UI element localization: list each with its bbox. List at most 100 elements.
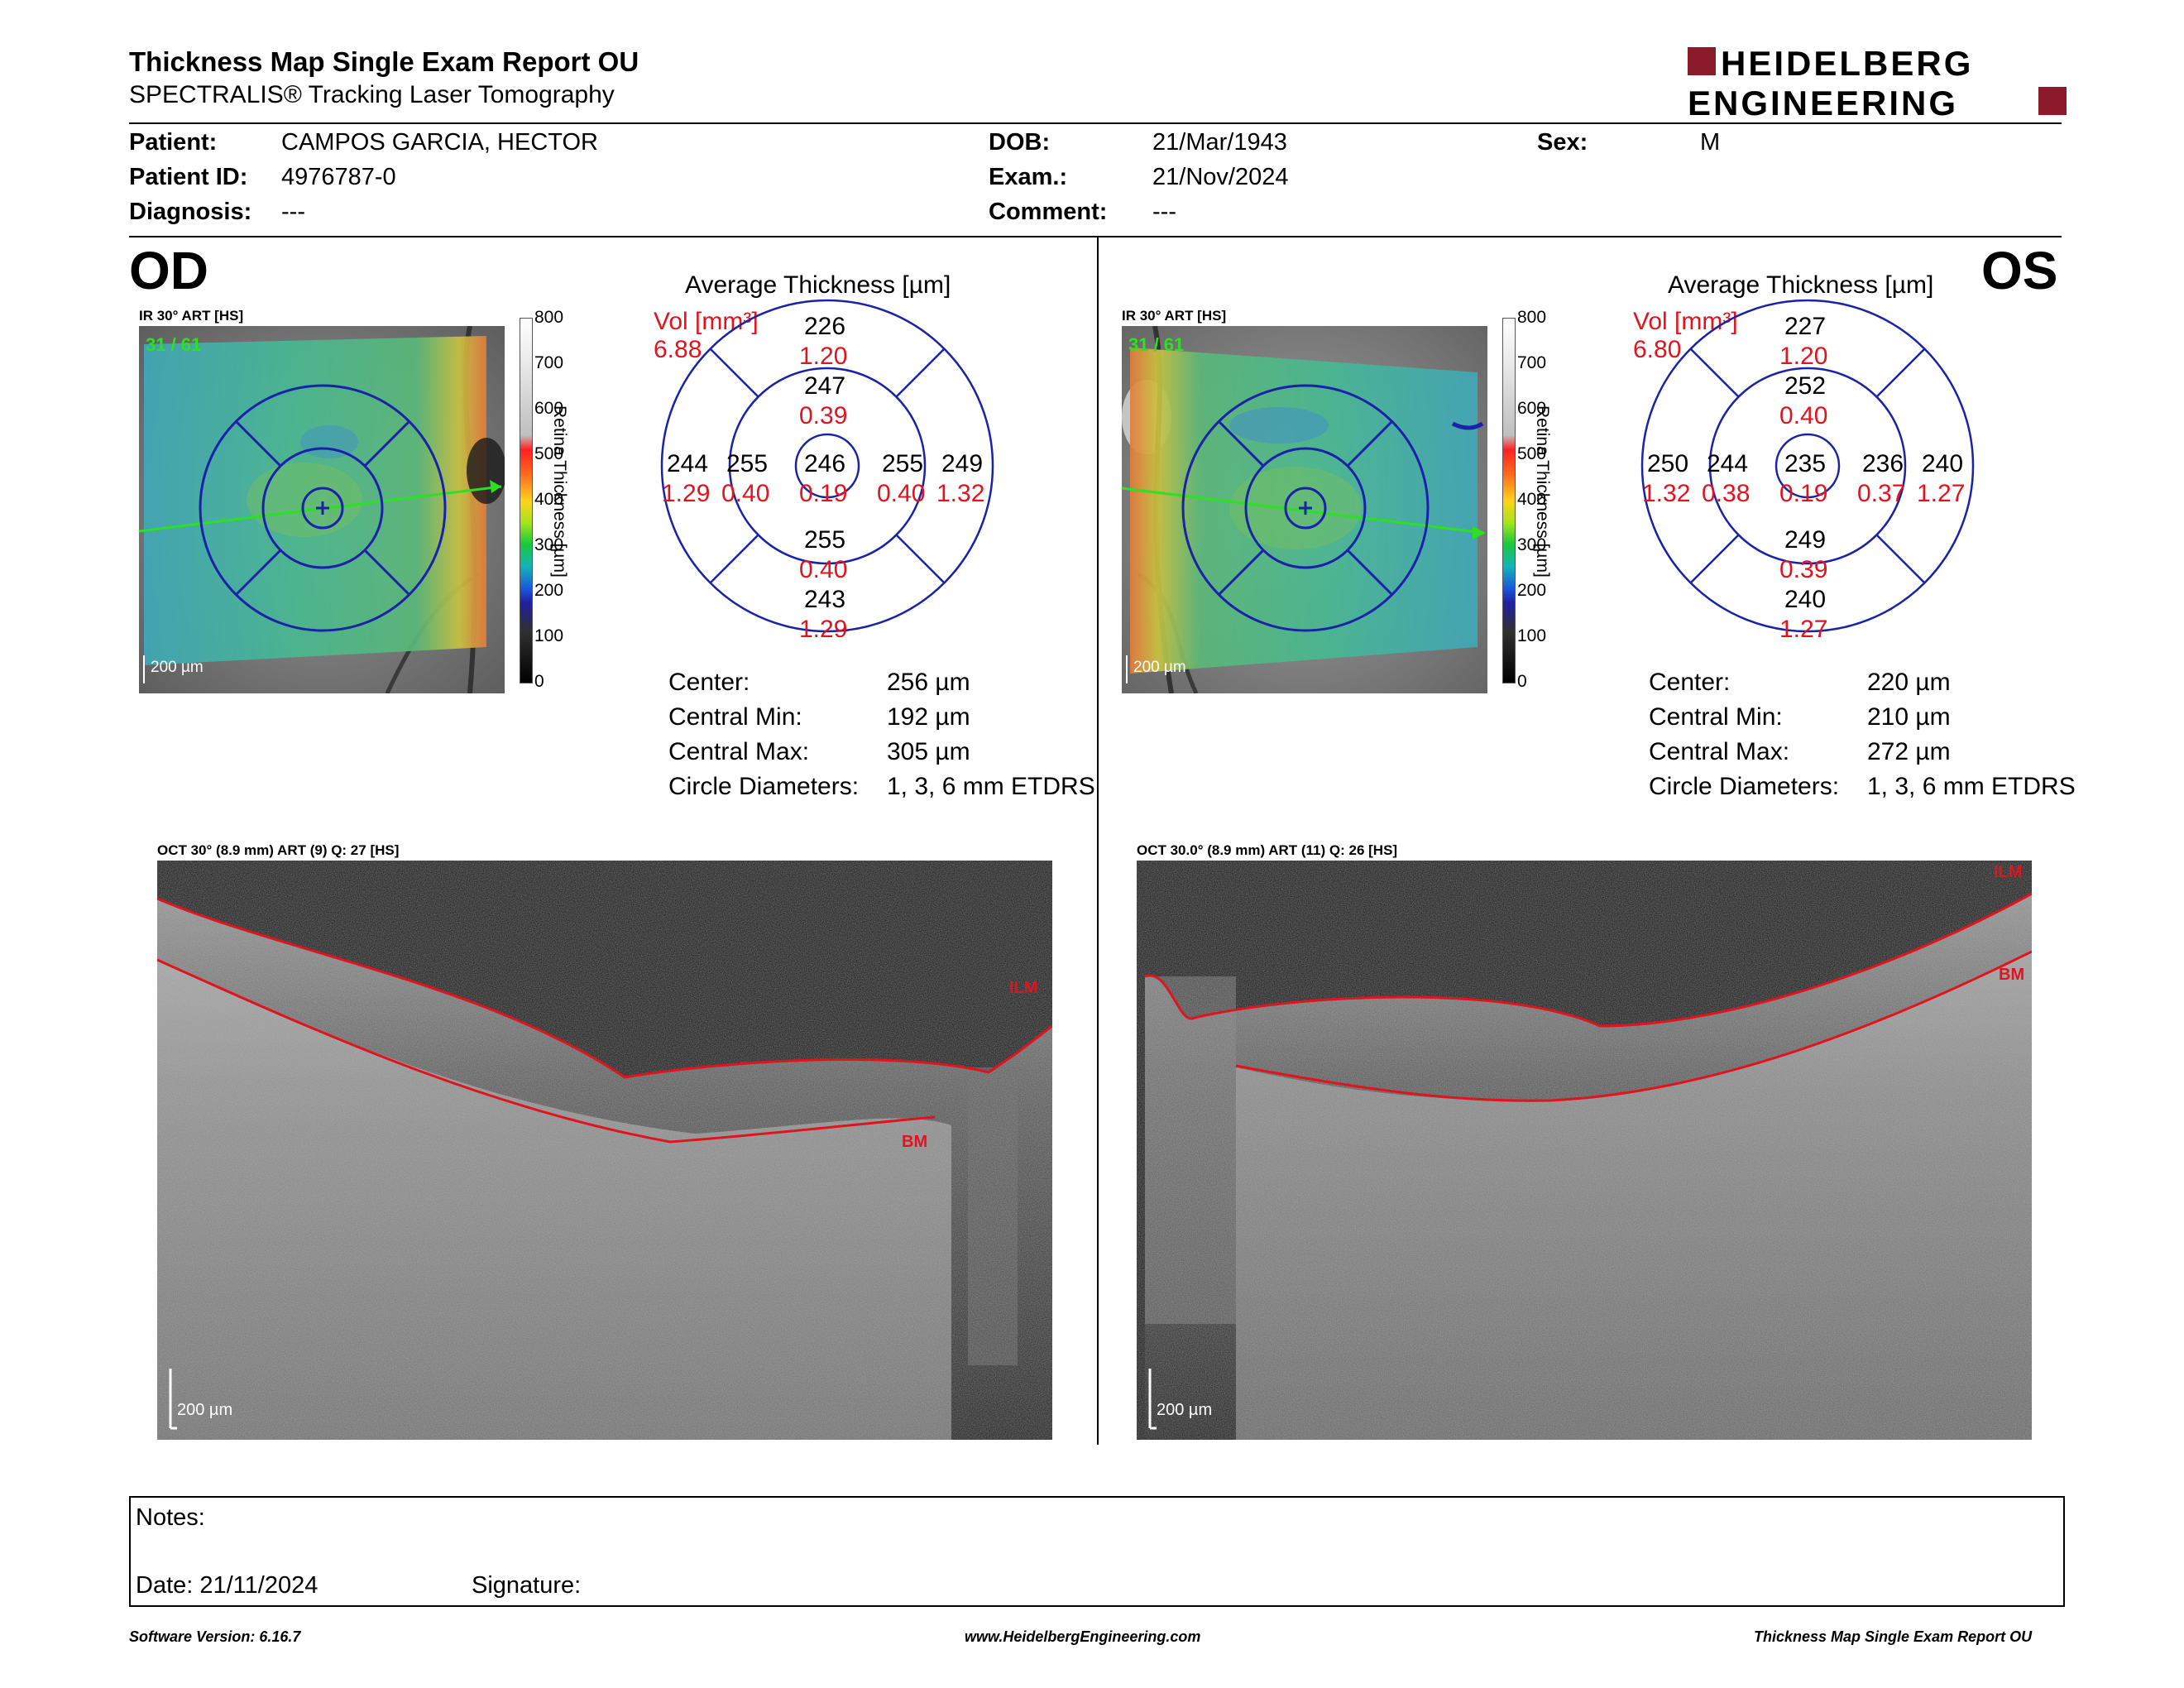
od-center-value: 256 µm (887, 669, 970, 696)
os-scale-tick: 300 (1517, 535, 1547, 554)
os-scale-tick: 200 (1517, 581, 1547, 600)
os-outer-right-vol: 1.27 (1917, 480, 1966, 507)
exam-value: 21/Nov/2024 (1152, 164, 1289, 190)
od-scale-tick: 600 (534, 399, 564, 418)
os-eye-label: OS (1981, 241, 2058, 300)
od-scale-tick: 700 (534, 353, 564, 372)
patient-name: CAMPOS GARCIA, HECTOR (281, 129, 598, 156)
footer-website[interactable]: www.HeidelbergEngineering.com (965, 1628, 1201, 1645)
od-frame-count: 31 / 61 (146, 334, 201, 355)
dob-value: 21/Mar/1943 (1152, 129, 1287, 156)
os-center-vol: 0.19 (1779, 480, 1828, 507)
od-min-value: 192 µm (887, 703, 970, 731)
diagnosis-value: --- (281, 199, 305, 225)
os-scale-tick: 100 (1517, 626, 1547, 645)
notes-box[interactable]: Notes: Date: 21/11/2024 Signature: (129, 1496, 2065, 1607)
od-scale-tick: 300 (534, 535, 564, 554)
os-inner-bottom-vol: 0.39 (1779, 556, 1828, 583)
report-subtitle: SPECTRALIS® Tracking Laser Tomography (129, 81, 615, 108)
od-scale-tick: 200 (534, 581, 564, 600)
sex-label: Sex: (1537, 129, 1588, 156)
os-vol-value: 6.80 (1633, 336, 1682, 363)
patient-id: 4976787-0 (281, 164, 396, 190)
od-vol-label: Vol [mm³] (654, 308, 759, 335)
od-oct-caption: OCT 30° (8.9 mm) ART (9) Q: 27 [HS] (157, 842, 400, 858)
od-avg-title: Average Thickness [µm] (685, 271, 951, 299)
os-inner-bottom: 249 (1784, 526, 1827, 554)
od-inner-bottom-vol: 0.40 (799, 556, 848, 583)
od-min-label: Central Min: (668, 703, 802, 731)
os-circle-value: 1, 3, 6 mm ETDRS (1867, 773, 2076, 800)
os-color-scale-bar (1502, 318, 1516, 683)
os-center-label: Center: (1649, 669, 1731, 696)
logo-line1: HEIDELBERG (1721, 46, 1973, 83)
od-outer-left-vol: 1.29 (662, 480, 711, 507)
dob-label: DOB: (989, 129, 1051, 156)
od-oct-bscan: ILM BM 200 µm (157, 861, 1052, 1440)
od-scale-tick: 0 (534, 672, 544, 691)
comment-label: Comment: (989, 199, 1108, 225)
od-etdrs-grid (660, 299, 994, 633)
os-outer-left: 250 (1647, 450, 1689, 477)
os-oct-scalebar: 200 µm (1157, 1401, 1212, 1419)
logo-line2: ENGINEERING (1688, 84, 1958, 120)
od-inner-right: 255 (882, 450, 924, 477)
heidelberg-logo: HEIDELBERG ENGINEERING (1688, 46, 2067, 120)
footer-report-name: Thickness Map Single Exam Report OU (1754, 1628, 2033, 1645)
os-avg-title: Average Thickness [µm] (1668, 271, 1934, 299)
od-color-scale-label: Retina Thickness [µm] (550, 405, 569, 578)
od-center-vol: 0.19 (799, 480, 848, 507)
os-thickness-map: 31 / 61 200 µm (1122, 326, 1487, 693)
exam-label: Exam.: (989, 164, 1068, 190)
od-scale-tick: 400 (534, 490, 564, 509)
os-inner-left: 244 (1707, 450, 1749, 477)
od-outer-left: 244 (667, 450, 709, 477)
od-bm-label: BM (902, 1133, 927, 1151)
os-min-value: 210 µm (1867, 703, 1951, 731)
od-circle-label: Circle Diameters: (668, 773, 860, 800)
os-outer-left-vol: 1.32 (1642, 480, 1691, 507)
diagnosis-label: Diagnosis: (129, 199, 252, 225)
os-etdrs-grid (1640, 299, 1975, 633)
os-max-value: 272 µm (1867, 738, 1951, 765)
os-ilm-label: ILM (1994, 863, 2022, 881)
report-title: Thickness Map Single Exam Report OU (129, 46, 639, 77)
od-outer-right: 249 (941, 450, 984, 477)
od-color-scale-ticks: 800 700 600 500 400 300 200 100 0 (531, 308, 581, 697)
signature-label: Signature: (472, 1572, 582, 1599)
os-max-label: Central Max: (1649, 738, 1790, 765)
os-scale-tick: 600 (1517, 399, 1547, 418)
od-outer-top-vol: 1.20 (799, 343, 848, 370)
os-inner-left-vol: 0.38 (1702, 480, 1751, 507)
footer-software-version: Software Version: 6.16.7 (129, 1628, 301, 1645)
date-label: Date: 21/11/2024 (136, 1572, 318, 1599)
od-inner-right-vol: 0.40 (877, 480, 926, 507)
os-outer-bottom-vol: 1.27 (1779, 616, 1828, 643)
od-max-value: 305 µm (887, 738, 970, 765)
os-vol-label: Vol [mm³] (1633, 308, 1738, 335)
od-scale-tick: 800 (534, 308, 564, 327)
od-vol-value: 6.88 (654, 336, 702, 363)
od-inner-top: 247 (804, 372, 846, 400)
os-color-scale-label: Retina Thickness [µm] (1533, 405, 1552, 578)
os-frame-count: 31 / 61 (1128, 334, 1184, 355)
od-max-label: Central Max: (668, 738, 810, 765)
os-color-scale-ticks: 800 700 600 500 400 300 200 100 0 (1514, 308, 1564, 697)
os-inner-top-vol: 0.40 (1779, 402, 1828, 429)
patient-label: Patient: (129, 129, 218, 156)
os-outer-bottom: 240 (1784, 586, 1827, 613)
os-outer-top: 227 (1784, 313, 1827, 340)
os-oct-caption: OCT 30.0° (8.9 mm) ART (11) Q: 26 [HS] (1137, 842, 1398, 858)
od-outer-bottom: 243 (804, 586, 846, 613)
sex-value: M (1700, 129, 1721, 156)
od-oct-scalebar: 200 µm (177, 1401, 232, 1419)
od-outer-top: 226 (804, 313, 846, 340)
od-scale-tick: 500 (534, 444, 564, 463)
os-outer-right: 240 (1922, 450, 1964, 477)
os-oct-bscan: ILM BM 200 µm (1137, 861, 2032, 1440)
os-inner-top: 252 (1784, 372, 1827, 400)
os-center: 235 (1784, 450, 1827, 477)
od-inner-top-vol: 0.39 (799, 402, 848, 429)
os-scale-tick: 400 (1517, 490, 1547, 509)
os-outer-top-vol: 1.20 (1779, 343, 1828, 370)
